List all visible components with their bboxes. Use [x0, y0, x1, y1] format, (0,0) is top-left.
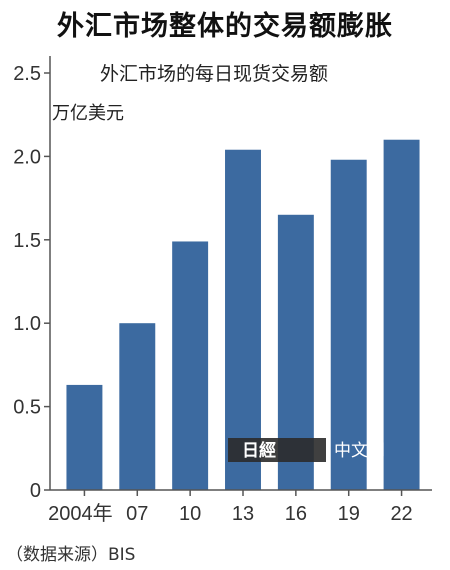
y-axis-ticks: 0 0.5 1.0 1.5 2.0 2.5	[13, 63, 50, 502]
bar	[66, 384, 103, 490]
nikkei-watermark: 日經 中文网	[228, 438, 385, 462]
y-tick-label: 0.5	[13, 397, 41, 419]
x-axis-ticks: 2004年 07 10 13 16 19 22	[48, 490, 413, 525]
y-axis-unit-label: 万亿美元	[52, 103, 124, 124]
x-tick-label: 07	[126, 503, 148, 525]
watermark-logo-box	[228, 438, 326, 462]
x-tick-label: 19	[338, 503, 360, 525]
y-tick-label: 1.0	[13, 313, 41, 335]
x-tick-label: 13	[232, 503, 254, 525]
bar	[383, 139, 420, 490]
watermark-logo-text: 日經	[242, 440, 276, 461]
x-tick-label: 2004年	[48, 502, 113, 525]
y-tick-label: 1.5	[13, 230, 41, 252]
bars	[66, 139, 420, 490]
y-tick-label: 0	[30, 480, 41, 502]
bar	[330, 159, 367, 490]
x-tick-label: 22	[390, 503, 412, 525]
x-tick-label: 10	[179, 503, 201, 525]
bar	[172, 241, 209, 490]
bar	[225, 149, 261, 490]
x-tick-label: 16	[285, 503, 307, 525]
y-tick-label: 2.0	[13, 146, 41, 168]
source-note: （数据来源）BIS	[6, 545, 136, 565]
y-tick-label: 2.5	[13, 63, 41, 85]
bar	[119, 323, 156, 490]
chart-title: 外汇市场的每日现货交易额	[100, 63, 329, 85]
watermark-label: 中文网	[334, 441, 385, 461]
chart-headline: 外汇市场整体的交易额膨胀	[57, 11, 393, 42]
